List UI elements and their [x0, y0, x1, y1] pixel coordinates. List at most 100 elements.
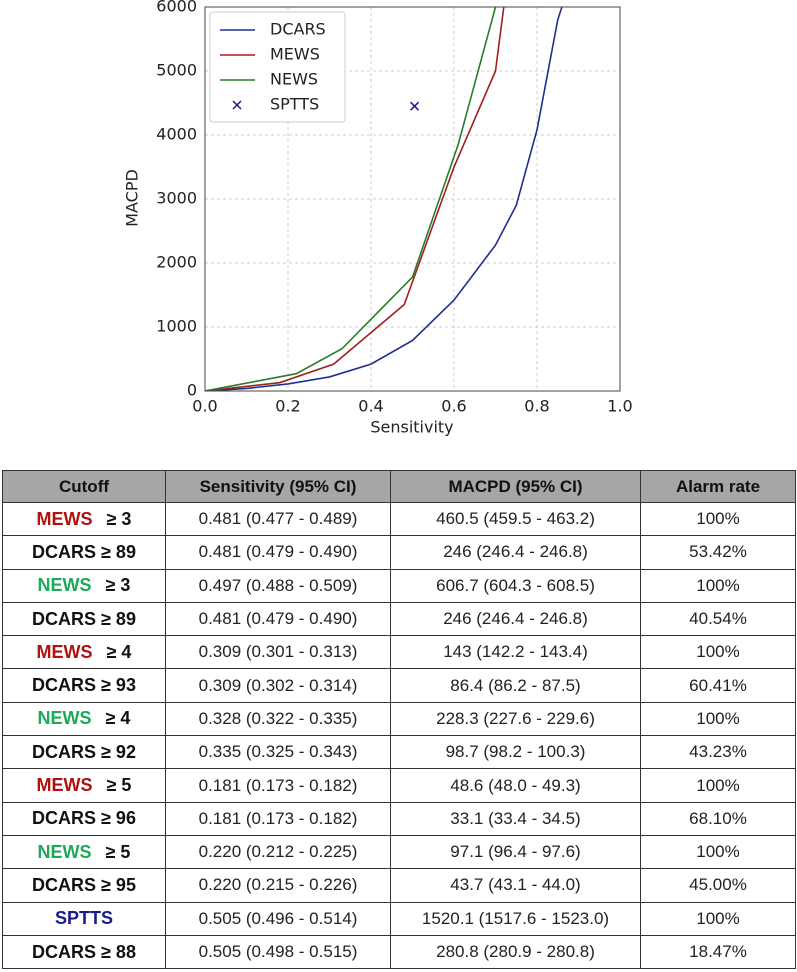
x-tick-label: 0.4 [358, 397, 383, 416]
cutoff-text: ≥ 4 [105, 708, 131, 729]
cutoff-text: ≥ 5 [105, 841, 131, 862]
table-cell: 143 (142.2 - 143.4) [390, 635, 641, 670]
cutoff-cell: DCARS ≥ 96 [2, 801, 166, 836]
chart: Sensitivity MACPD 0 1000 2000 3000 4000 5000 6… [123, 0, 633, 437]
table-cell: 0.181 (0.173 - 0.182) [165, 768, 391, 803]
plot-frame [204, 6, 621, 392]
table-cell: 18.47% [640, 934, 796, 970]
table-cell: 246 (246.4 - 246.8) [390, 535, 641, 570]
cutoff-cell: DCARS ≥ 92 [2, 735, 166, 770]
table-row: DCARS ≥ 89 0.481 (0.479 - 0.490) 246 (246.… [2, 535, 796, 570]
cutoff-cell: NEWS ≥ 3 [2, 568, 166, 603]
x-axis-label: Sensitivity [370, 418, 453, 437]
table-cell: 97.1 (96.4 - 97.6) [390, 834, 641, 870]
legend-label: NEWS [270, 70, 318, 89]
header-cell: Alarm rate [640, 470, 796, 503]
table-cell: 100% [640, 901, 796, 936]
header-row: Cutoff Sensitivity (95% CI) MACPD (95% CI)… [2, 470, 796, 503]
scatter-point [410, 101, 420, 111]
table-cell: 100% [640, 568, 796, 603]
cutoff-text: DCARS ≥ 89 [32, 541, 136, 562]
cutoff-cell: DCARS ≥ 89 [2, 535, 166, 570]
legend-label: MEWS [270, 45, 320, 64]
y-tick-label: 6000 [156, 0, 197, 16]
table-cell: 100% [640, 768, 796, 803]
table-cell: 53.42% [640, 535, 796, 570]
table-cell: 0.505 (0.496 - 0.514) [165, 901, 391, 936]
table-row: DCARS ≥ 88 0.505 (0.498 - 0.515) 280.8 (28… [2, 934, 796, 970]
x-tick-label: 0.0 [192, 397, 217, 416]
line [205, 7, 563, 391]
table-row: MEWS ≥ 4 0.309 (0.301 - 0.313) 143 (142.2 -… [2, 635, 796, 670]
table-cell: 460.5 (459.5 - 463.2) [390, 501, 641, 537]
y-tick-label: 2000 [156, 253, 197, 272]
y-tick-label: 1000 [156, 317, 197, 336]
y-tick-label: 5000 [156, 61, 197, 80]
cutoff-text: NEWS [37, 575, 92, 596]
header-cell: MACPD (95% CI) [390, 470, 641, 503]
marker [232, 100, 242, 110]
table-cell: 86.4 (86.2 - 87.5) [390, 668, 641, 703]
cutoff-text: DCARS ≥ 89 [32, 608, 136, 629]
table-row: NEWS ≥ 3 0.497 (0.488 - 0.509) 606.7 (604.3… [2, 568, 796, 603]
table-cell: 98.7 (98.2 - 100.3) [390, 735, 641, 770]
table-row: DCARS ≥ 95 0.220 (0.215 - 0.226) 43.7 (43.… [2, 868, 796, 903]
cutoff-cell: MEWS ≥ 3 [2, 501, 166, 537]
x-tick-label: 0.2 [275, 397, 300, 416]
cutoff-cell: DCARS ≥ 95 [2, 868, 166, 903]
table-cell: 68.10% [640, 801, 796, 836]
x-tick-label: 1.0 [607, 397, 632, 416]
table-cell: 0.181 (0.173 - 0.182) [165, 801, 391, 836]
table-cell: 43.7 (43.1 - 44.0) [390, 868, 641, 903]
cutoff-text: DCARS ≥ 96 [32, 808, 136, 829]
cutoff-text: ≥ 5 [106, 775, 132, 796]
cutoff-text: DCARS ≥ 95 [32, 874, 136, 895]
table-row: DCARS ≥ 93 0.309 (0.302 - 0.314) 86.4 (86.… [2, 668, 796, 703]
table-cell: 0.309 (0.302 - 0.314) [165, 668, 391, 703]
y-tick-label: 4000 [156, 125, 197, 144]
y-axis-label: MACPD [123, 169, 142, 227]
cutoff-cell: MEWS ≥ 5 [2, 768, 166, 803]
cutoff-text: MEWS [36, 641, 93, 662]
table-cell: 60.41% [640, 668, 796, 703]
line [205, 7, 505, 391]
cutoff-text: MEWS [36, 508, 93, 529]
table-cell: 0.481 (0.479 - 0.490) [165, 601, 391, 637]
table-cell: 48.6 (48.0 - 49.3) [390, 768, 641, 803]
cutoff-text: DCARS ≥ 88 [32, 941, 136, 962]
cutoff-text: ≥ 4 [106, 641, 132, 662]
scatter-point [232, 100, 242, 110]
table-row: SPTTS 0.505 (0.496 - 0.514) 1520.1 (1517.6… [2, 901, 796, 936]
table-cell: 0.481 (0.477 - 0.489) [165, 501, 391, 537]
table-row: DCARS ≥ 96 0.181 (0.173 - 0.182) 33.1 (33.… [2, 801, 796, 836]
header-cell: Cutoff [2, 470, 166, 503]
line [205, 7, 497, 391]
cutoff-cell: SPTTS [2, 901, 166, 936]
cutoff-text: DCARS ≥ 92 [32, 741, 136, 762]
table-cell: 0.481 (0.479 - 0.490) [165, 535, 391, 570]
table-row: DCARS ≥ 92 0.335 (0.325 - 0.343) 98.7 (98.… [2, 735, 796, 770]
cutoff-text: ≥ 3 [106, 508, 132, 529]
table-cell: 606.7 (604.3 - 608.5) [390, 568, 641, 603]
cutoff-text: MEWS [36, 775, 93, 796]
x-tick-label: 0.8 [524, 397, 549, 416]
table-cell: 40.54% [640, 601, 796, 637]
table-cell: 0.220 (0.215 - 0.226) [165, 868, 391, 903]
table-cell: 0.328 (0.322 - 0.335) [165, 701, 391, 737]
cutoff-text: SPTTS [54, 908, 113, 929]
table-row: NEWS ≥ 5 0.220 (0.212 - 0.225) 97.1 (96.4 -… [2, 834, 796, 870]
table-cell: 100% [640, 635, 796, 670]
cutoff-cell: NEWS ≥ 4 [2, 701, 166, 737]
table-cell: 228.3 (227.6 - 229.6) [390, 701, 641, 737]
table-cell: 45.00% [640, 868, 796, 903]
cutoff-text: ≥ 3 [105, 575, 131, 596]
table-cell: 0.220 (0.212 - 0.225) [165, 834, 391, 870]
table-cell: 100% [640, 501, 796, 537]
table-row: DCARS ≥ 89 0.481 (0.479 - 0.490) 246 (246.… [2, 601, 796, 637]
cutoff-cell: DCARS ≥ 93 [2, 668, 166, 703]
cutoff-text: DCARS ≥ 93 [32, 675, 136, 696]
table-cell: 246 (246.4 - 246.8) [390, 601, 641, 637]
legend-label: SPTTS [270, 95, 319, 114]
table-cell: 0.335 (0.325 - 0.343) [165, 735, 391, 770]
